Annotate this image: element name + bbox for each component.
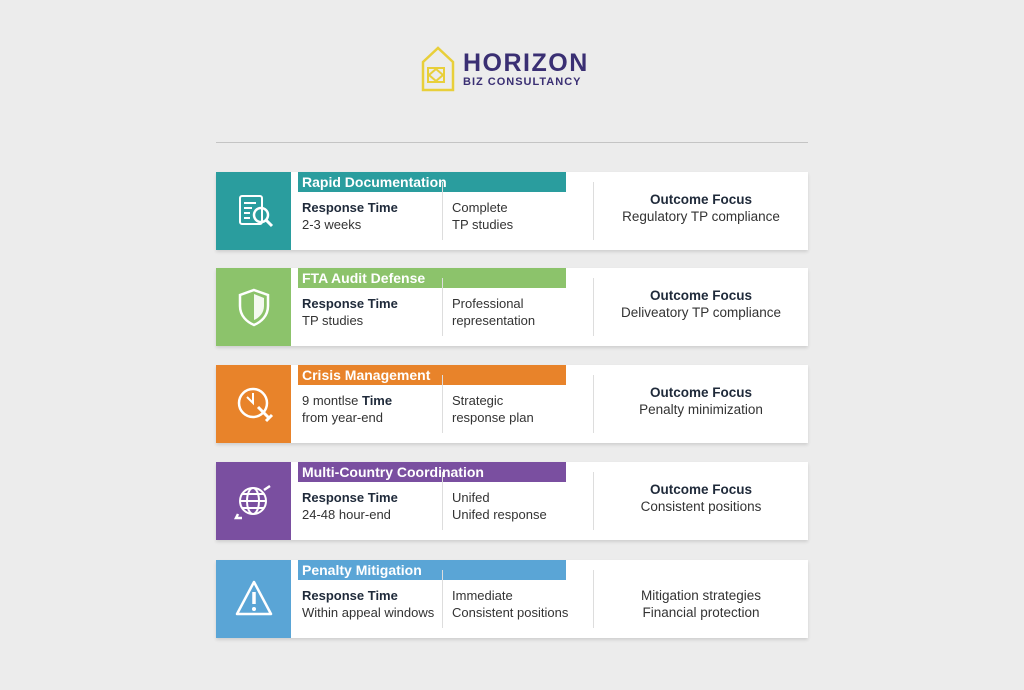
outcome-line: Deliveatory TP compliance bbox=[620, 305, 782, 320]
icon-box bbox=[216, 268, 291, 346]
deliverable: Professional representation bbox=[452, 295, 592, 329]
logo-house-icon bbox=[421, 46, 455, 92]
column-divider bbox=[442, 375, 443, 433]
deliverable: Complete TP studies bbox=[452, 199, 592, 233]
logo: HORIZON BIZ CONSULTANCY bbox=[421, 46, 589, 92]
deliverable-line: Consistent positions bbox=[452, 605, 569, 620]
icon-box bbox=[216, 560, 291, 638]
response-value: 24-48 hour-end bbox=[302, 507, 391, 522]
outcome: Outcome Focus Consistent positions bbox=[594, 481, 808, 515]
document-search-icon bbox=[238, 195, 273, 228]
deliverable: Strategic response plan bbox=[452, 392, 592, 426]
response-value: 2-3 weeks bbox=[302, 217, 362, 232]
service-title: Multi-Country Coordination bbox=[298, 462, 566, 482]
response-value: Within appeal windows bbox=[302, 605, 435, 620]
service-title: Rapid Documentation bbox=[298, 172, 566, 192]
service-card: Crisis Management 9 montlse Time from ye… bbox=[216, 365, 808, 443]
column-divider bbox=[442, 182, 443, 240]
service-title: Penalty Mitigation bbox=[298, 560, 566, 580]
response-label: Response Time bbox=[302, 200, 398, 215]
outcome-heading: Outcome Focus bbox=[649, 385, 752, 400]
outcome: Outcome Focus Deliveatory TP compliance bbox=[594, 287, 808, 321]
response-label: Response Time bbox=[302, 490, 398, 505]
deliverable-line: Complete bbox=[452, 200, 508, 215]
response-label: Time bbox=[361, 393, 393, 408]
column-divider bbox=[442, 278, 443, 336]
outcome-line: Consistent positions bbox=[640, 499, 762, 514]
outcome-heading: Outcome Focus bbox=[649, 192, 752, 207]
column-divider bbox=[593, 472, 594, 530]
service-card: Multi-Country Coordination Response Time… bbox=[216, 462, 808, 540]
outcome-line: Penalty minimization bbox=[639, 402, 763, 417]
clock-wrench-icon bbox=[237, 387, 273, 423]
outcome-line: Mitigation strategies bbox=[640, 588, 762, 603]
deliverable: Immediate Consistent positions bbox=[452, 587, 592, 621]
globe-arrows-icon bbox=[233, 484, 271, 520]
deliverable-line: Immediate bbox=[452, 588, 513, 603]
brand-name: HORIZON bbox=[463, 48, 589, 77]
deliverable-line: Strategic bbox=[452, 393, 504, 408]
warning-icon bbox=[235, 580, 272, 616]
column-divider bbox=[442, 472, 443, 530]
response-time: 9 montlse Time from year-end bbox=[302, 392, 442, 426]
response-time: Response Time Within appeal windows bbox=[302, 587, 442, 621]
response-time: Response Time TP studies bbox=[302, 295, 442, 329]
service-title: FTA Audit Defense bbox=[298, 268, 566, 288]
brand-subtitle: BIZ CONSULTANCY bbox=[463, 75, 582, 88]
deliverable-line: response plan bbox=[452, 410, 534, 425]
outcome-line: Financial protection bbox=[642, 605, 760, 620]
column-divider bbox=[442, 570, 443, 628]
outcome: Outcome Focus Regulatory TP compliance bbox=[594, 191, 808, 225]
column-divider bbox=[593, 182, 594, 240]
divider bbox=[216, 142, 808, 143]
response-label: Response Time bbox=[302, 588, 398, 603]
deliverable-line: Unifed response bbox=[452, 507, 547, 522]
service-card: Rapid Documentation Response Time 2-3 we… bbox=[216, 172, 808, 250]
outcome-heading: Outcome Focus bbox=[649, 482, 752, 497]
service-title: Crisis Management bbox=[298, 365, 566, 385]
deliverable-line: Unifed bbox=[452, 490, 490, 505]
service-card: Penalty Mitigation Response Time Within … bbox=[216, 560, 808, 638]
shield-icon bbox=[238, 288, 269, 327]
deliverable-line: TP studies bbox=[452, 217, 514, 232]
outcome: Outcome Focus Penalty minimization bbox=[594, 384, 808, 418]
response-label: Response Time bbox=[302, 296, 398, 311]
outcome-line: Regulatory TP compliance bbox=[622, 209, 780, 224]
response-value: TP studies bbox=[302, 313, 364, 328]
outcome-heading: Outcome Focus bbox=[649, 288, 752, 303]
deliverable-line: Professional bbox=[452, 296, 524, 311]
icon-box bbox=[216, 462, 291, 540]
icon-box bbox=[216, 365, 291, 443]
column-divider bbox=[593, 375, 594, 433]
response-time: Response Time 2-3 weeks bbox=[302, 199, 442, 233]
response-time: Response Time 24-48 hour-end bbox=[302, 489, 442, 523]
response-prefix: 9 montlse bbox=[302, 393, 362, 408]
column-divider bbox=[593, 570, 594, 628]
outcome: Mitigation strategies Financial protecti… bbox=[594, 587, 808, 621]
service-card: FTA Audit Defense Response Time TP studi… bbox=[216, 268, 808, 346]
response-value: from year-end bbox=[302, 410, 383, 425]
deliverable-line: representation bbox=[452, 313, 536, 328]
column-divider bbox=[593, 278, 594, 336]
icon-box bbox=[216, 172, 291, 250]
deliverable: Unifed Unifed response bbox=[452, 489, 592, 523]
